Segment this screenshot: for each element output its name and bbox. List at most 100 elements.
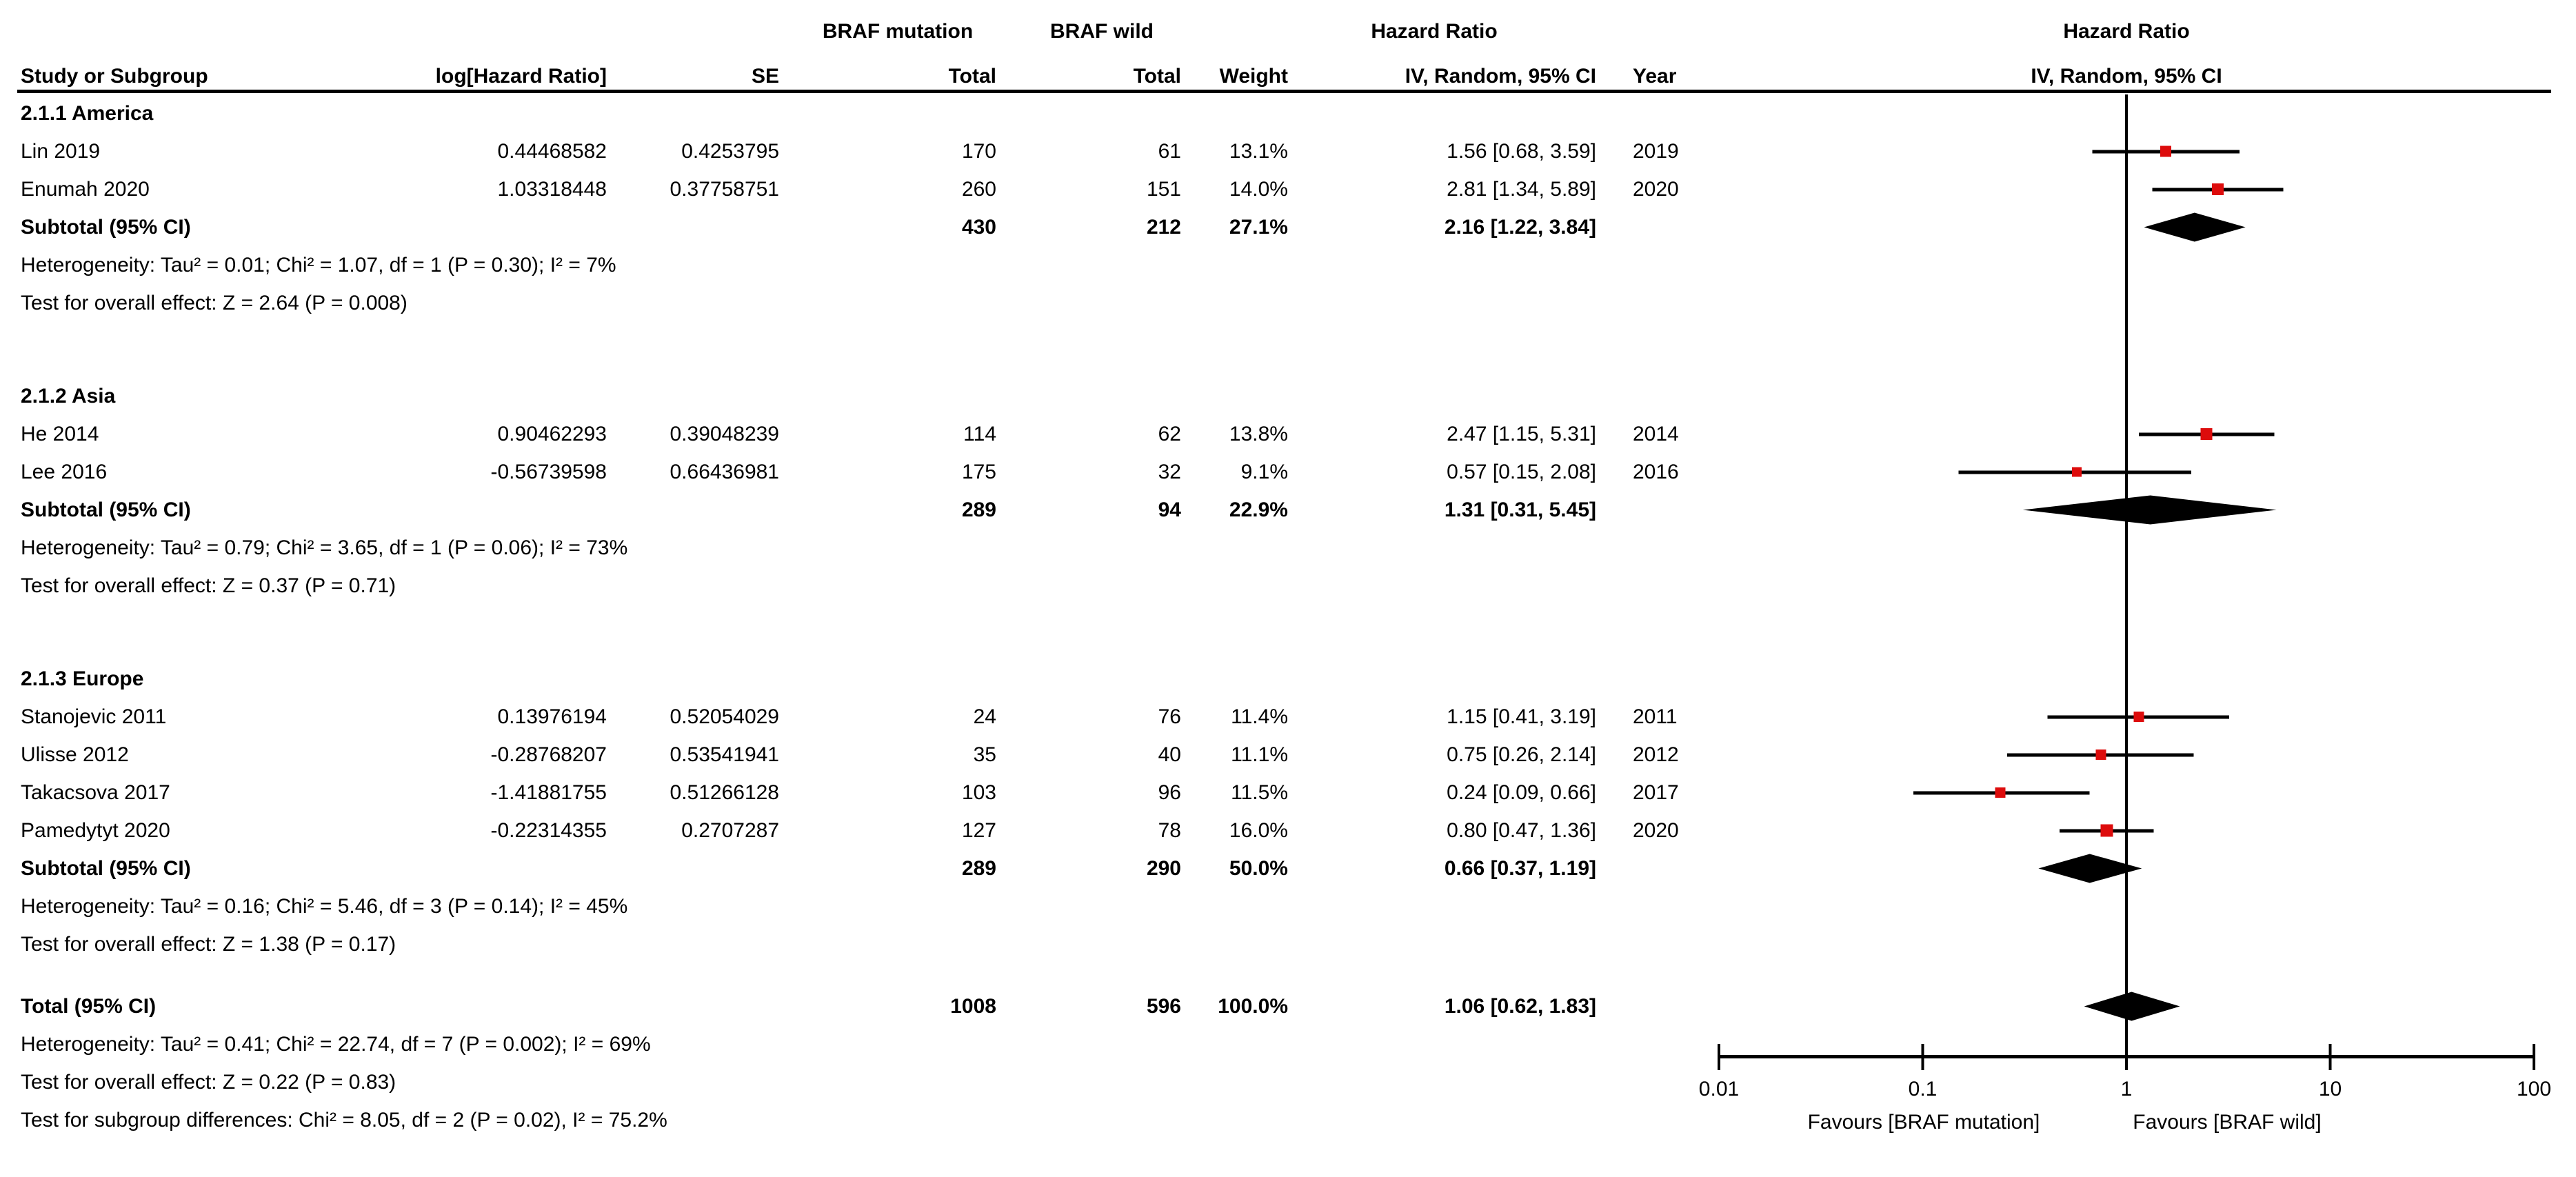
total-diamond [2084, 992, 2180, 1021]
subtotal-diamond [2144, 212, 2246, 242]
total-wild-value: 76 [1158, 705, 1181, 728]
se-value: 0.53541941 [670, 743, 780, 766]
se-value: 0.2707287 [681, 819, 779, 842]
total-wild-value: 62 [1158, 423, 1181, 445]
header-total-wild: Total [1133, 65, 1181, 88]
log-hr-value: -0.28768207 [490, 743, 607, 766]
weight-value: 100.0% [1218, 995, 1288, 1018]
effect-square [2212, 183, 2224, 195]
axis-tick [2125, 1044, 2128, 1070]
hr-ci-value: 1.15 [0.41, 3.19] [1447, 705, 1596, 728]
axis-tick [2533, 1044, 2535, 1070]
axis-tick [2328, 1044, 2332, 1070]
heterogeneity-text: Heterogeneity: Tau² = 0.79; Chi² = 3.65,… [21, 536, 628, 559]
header-iv-random-ci-plot: IV, Random, 95% CI [2031, 65, 2222, 88]
axis-tick-label: 100 [2516, 1078, 2552, 1100]
total-mutation-value: 175 [961, 461, 996, 483]
total-mutation-value: 260 [961, 178, 996, 201]
year-value: 2017 [1633, 781, 1679, 804]
hr-ci-value: 1.06 [0.62, 1.83] [1444, 995, 1596, 1018]
header-iv-random-ci: IV, Random, 95% CI [1405, 65, 1596, 88]
weight-value: 9.1% [1240, 461, 1288, 483]
total-wild-value: 596 [1146, 995, 1181, 1018]
header-hazard-ratio-column: Hazard Ratio [1371, 20, 1498, 43]
weight-value: 50.0% [1229, 857, 1288, 880]
weight-value: 27.1% [1229, 216, 1288, 239]
overall-effect-text: Test for overall effect: Z = 0.37 (P = 0… [21, 574, 396, 597]
header-braf-mutation: BRAF mutation [822, 20, 974, 43]
subgroup-heading: 2.1.3 Europe [21, 667, 144, 690]
weight-value: 11.4% [1231, 705, 1288, 728]
axis-tick [1718, 1044, 1720, 1070]
effect-square [2200, 428, 2213, 440]
axis-tick-label: 0.01 [1698, 1078, 1740, 1100]
overall-effect-text: Test for overall effect: Z = 1.38 (P = 0… [21, 933, 396, 956]
subtotal-diamond [2038, 854, 2142, 883]
hr-ci-value: 0.80 [0.47, 1.36] [1447, 819, 1596, 842]
se-value: 0.37758751 [670, 178, 780, 201]
weight-value: 11.5% [1231, 781, 1288, 804]
year-value: 2020 [1633, 178, 1679, 201]
axis-tick-label: 0.1 [1908, 1078, 1938, 1100]
total-wild-value: 212 [1146, 216, 1181, 239]
year-value: 2020 [1633, 819, 1679, 842]
header-log-hazard-ratio: log[Hazard Ratio] [435, 65, 607, 88]
overall-effect-text: Test for overall effect: Z = 2.64 (P = 0… [21, 292, 407, 314]
total-wild-value: 78 [1158, 819, 1181, 842]
axis-tick [1921, 1044, 1924, 1070]
year-value: 2014 [1633, 423, 1679, 445]
total-wild-value: 61 [1158, 140, 1181, 163]
study-label: Stanojevic 2011 [21, 705, 167, 728]
study-label: Takacsova 2017 [21, 781, 170, 804]
study-label: He 2014 [21, 423, 99, 445]
hr-ci-value: 1.31 [0.31, 5.45] [1444, 499, 1596, 521]
header-underline [17, 90, 2551, 93]
se-value: 0.52054029 [670, 705, 780, 728]
se-value: 0.39048239 [670, 423, 780, 445]
favours-left-label: Favours [BRAF mutation] [1807, 1111, 2040, 1134]
log-hr-value: 0.44468582 [497, 140, 607, 163]
year-value: 2012 [1633, 743, 1679, 766]
total-mutation-value: 35 [973, 743, 996, 766]
total-wild-value: 94 [1158, 499, 1181, 521]
total-mutation-value: 289 [961, 499, 996, 521]
log-hr-value: -1.41881755 [490, 781, 607, 804]
total-wild-value: 96 [1158, 781, 1181, 804]
total-wild-value: 40 [1158, 743, 1181, 766]
hr-ci-value: 2.47 [1.15, 5.31] [1447, 423, 1596, 445]
study-label: Lee 2016 [21, 461, 108, 483]
subtotal-label: Subtotal (95% CI) [21, 499, 191, 521]
header-hazard-ratio-plot: Hazard Ratio [2063, 20, 2190, 43]
total-label: Total (95% CI) [21, 995, 157, 1018]
favours-right-label: Favours [BRAF wild] [2133, 1111, 2322, 1134]
weight-value: 13.1% [1229, 140, 1288, 163]
hr-ci-value: 0.75 [0.26, 2.14] [1447, 743, 1596, 766]
total-mutation-value: 1008 [950, 995, 996, 1018]
year-value: 2019 [1633, 140, 1679, 163]
header-study-or-subgroup: Study or Subgroup [21, 65, 208, 88]
weight-value: 22.9% [1229, 499, 1288, 521]
total-mutation-value: 170 [961, 140, 996, 163]
header-se: SE [751, 65, 779, 88]
weight-value: 11.1% [1231, 743, 1288, 766]
study-label: Ulisse 2012 [21, 743, 129, 766]
total-mutation-value: 430 [961, 216, 996, 239]
total-mutation-value: 289 [961, 857, 996, 880]
total-wild-value: 151 [1146, 178, 1181, 201]
subtotal-label: Subtotal (95% CI) [21, 857, 191, 880]
study-label: Pamedytyt 2020 [21, 819, 170, 842]
subgroup-heading: 2.1.1 America [21, 102, 154, 125]
se-value: 0.66436981 [670, 461, 780, 483]
hr-ci-value: 0.57 [0.15, 2.08] [1447, 461, 1596, 483]
total-wild-value: 290 [1146, 857, 1181, 880]
effect-square [2071, 467, 2082, 477]
header-weight: Weight [1219, 65, 1288, 88]
study-label: Lin 2019 [21, 140, 101, 163]
effect-square [1995, 787, 2006, 798]
effect-square [2133, 712, 2144, 722]
effect-square [2160, 145, 2172, 157]
log-hr-value: -0.22314355 [490, 819, 607, 842]
hr-ci-value: 2.16 [1.22, 3.84] [1444, 216, 1596, 239]
